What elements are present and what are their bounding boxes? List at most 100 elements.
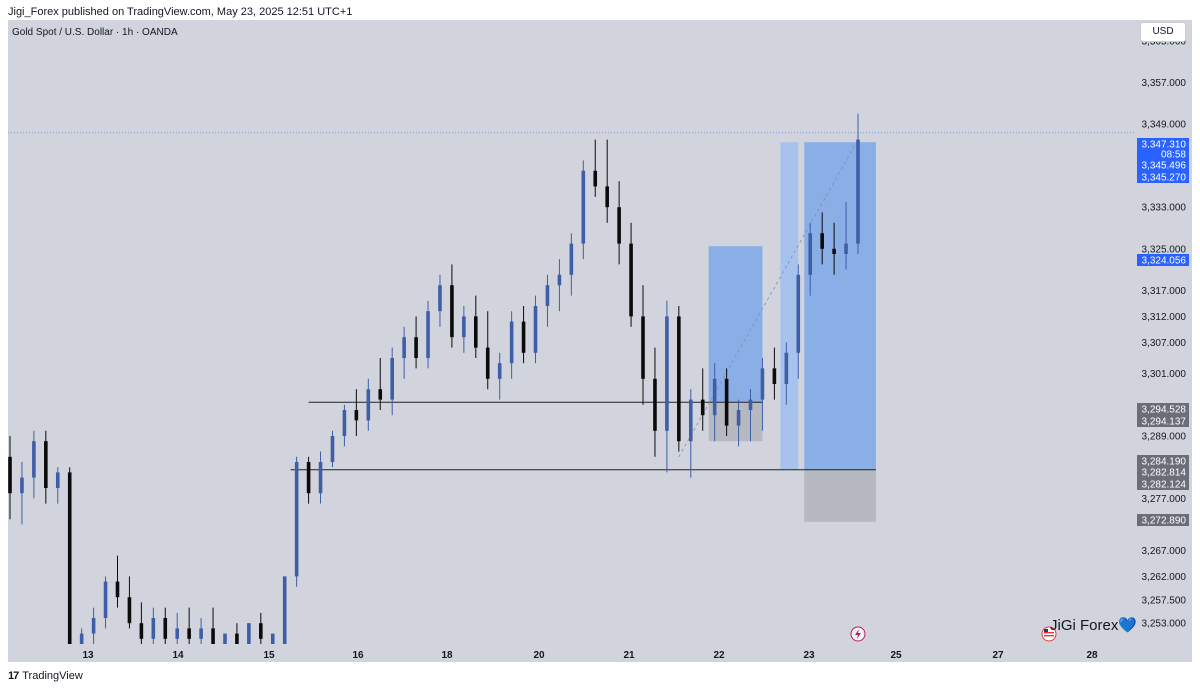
price-label-bg xyxy=(1137,138,1189,150)
candle-body xyxy=(617,207,621,244)
candle-body xyxy=(760,368,765,400)
time-tick-label: 27 xyxy=(992,650,1004,661)
price-tick-label: 3,301.000 xyxy=(1142,369,1187,380)
candle-body xyxy=(772,368,777,384)
price-label: 08:58 xyxy=(1161,150,1186,161)
candle-body xyxy=(175,628,180,639)
candle-body xyxy=(545,285,550,306)
candle-body xyxy=(450,285,454,338)
price-tick-label: 3,317.000 xyxy=(1142,286,1187,297)
price-tick-label: 3,312.000 xyxy=(1142,312,1187,323)
price-tick-label: 3,333.000 xyxy=(1142,203,1187,214)
candle-body xyxy=(653,378,657,431)
price-tick-label: 3,325.000 xyxy=(1142,244,1187,255)
price-label: 3,347.310 xyxy=(1142,140,1187,151)
time-tick-label: 16 xyxy=(352,650,364,661)
price-label-bg xyxy=(1137,478,1189,490)
candle-body xyxy=(569,243,574,275)
candle-body xyxy=(294,462,299,577)
candle-body xyxy=(79,633,84,644)
zone-gray xyxy=(804,469,876,522)
price-label-bg xyxy=(1137,254,1189,266)
tradingview-logo-icon: 17 xyxy=(8,670,19,682)
candle-body xyxy=(306,462,311,494)
publish-header: Jigi_Forex published on TradingView.com,… xyxy=(8,6,353,18)
candle-body xyxy=(593,170,598,187)
price-label: 3,282.814 xyxy=(1142,468,1187,479)
zone-gray xyxy=(708,402,763,442)
zones-layer xyxy=(708,142,876,522)
time-tick-label: 25 xyxy=(890,650,902,661)
price-tick-label: 3,262.000 xyxy=(1142,572,1187,583)
price-label: 3,345.270 xyxy=(1142,173,1187,184)
candle-body xyxy=(247,623,251,644)
time-tick-labels: 13 14 15 16 18 20 21 22 23 25 27 28 xyxy=(82,650,1098,661)
footer-brand[interactable]: 17 TradingView xyxy=(8,668,83,684)
blue-heart-icon: 💙 xyxy=(1118,617,1138,634)
time-tick-label: 14 xyxy=(172,650,184,661)
price-label-bg xyxy=(1137,514,1189,526)
price-label-bg xyxy=(1137,415,1189,427)
us-flag-icon xyxy=(1041,626,1057,642)
candle-body xyxy=(808,233,813,275)
candle-body xyxy=(557,274,562,286)
candle-body xyxy=(665,316,669,431)
price-axis[interactable] xyxy=(1134,20,1192,662)
price-label-bg xyxy=(1137,171,1189,183)
candle-body xyxy=(402,337,406,358)
time-tick-label: 21 xyxy=(623,650,635,661)
chart-title: Gold Spot / U.S. Dollar · 1h · OANDA xyxy=(12,27,178,38)
candle-body xyxy=(724,378,729,426)
candle-body xyxy=(629,243,633,317)
plot-area[interactable] xyxy=(8,20,1134,662)
candle-body xyxy=(115,581,120,598)
time-tick-label: 15 xyxy=(263,650,275,661)
candle-body xyxy=(700,399,705,416)
price-label: 3,294.137 xyxy=(1142,417,1187,428)
candle-body xyxy=(844,243,848,254)
time-tick-label: 13 xyxy=(82,650,94,661)
zone-blue xyxy=(708,246,763,403)
zone-light xyxy=(780,142,799,470)
price-label-bg xyxy=(1137,159,1189,171)
candle-body xyxy=(67,472,72,644)
candle-body xyxy=(641,316,645,379)
candle-body xyxy=(485,347,490,379)
price-label-bg xyxy=(1137,466,1189,478)
price-tick-label: 3,289.000 xyxy=(1142,432,1187,443)
price-tick-label: 3,257.500 xyxy=(1142,595,1187,606)
price-tick-label: 3,357.000 xyxy=(1142,78,1187,89)
watermark-text: JiGi Forex xyxy=(1050,617,1119,634)
price-label-bg xyxy=(1137,148,1189,160)
candle-body xyxy=(712,378,717,416)
price-label: 3,284.190 xyxy=(1142,457,1187,468)
candle-body xyxy=(796,274,801,353)
candle-body xyxy=(378,389,383,400)
candle-body xyxy=(366,389,371,421)
candle-body xyxy=(462,316,466,338)
time-tick-label: 23 xyxy=(803,650,815,661)
alert-icon[interactable] xyxy=(850,626,866,642)
lines-layer xyxy=(8,132,1134,471)
price-label-bg xyxy=(1137,455,1189,467)
candle-body xyxy=(199,628,203,639)
time-tick-label: 28 xyxy=(1086,650,1098,661)
price-label: 3,324.056 xyxy=(1142,256,1187,267)
candles-layer xyxy=(8,113,860,644)
candle-body xyxy=(426,311,430,358)
candle-body xyxy=(390,358,394,400)
candle-body xyxy=(438,285,442,312)
candle-body xyxy=(521,321,526,353)
zone-blue xyxy=(804,142,876,470)
price-tick-label: 3,253.000 xyxy=(1142,619,1187,630)
currency-selector[interactable]: USD xyxy=(1140,22,1186,42)
candle-body xyxy=(497,363,502,379)
time-axis[interactable] xyxy=(8,644,1134,662)
candle-body xyxy=(509,321,514,364)
candle-body xyxy=(127,597,132,624)
time-tick-label: 18 xyxy=(441,650,453,661)
projection-line xyxy=(678,139,859,457)
candle-body xyxy=(8,456,12,494)
